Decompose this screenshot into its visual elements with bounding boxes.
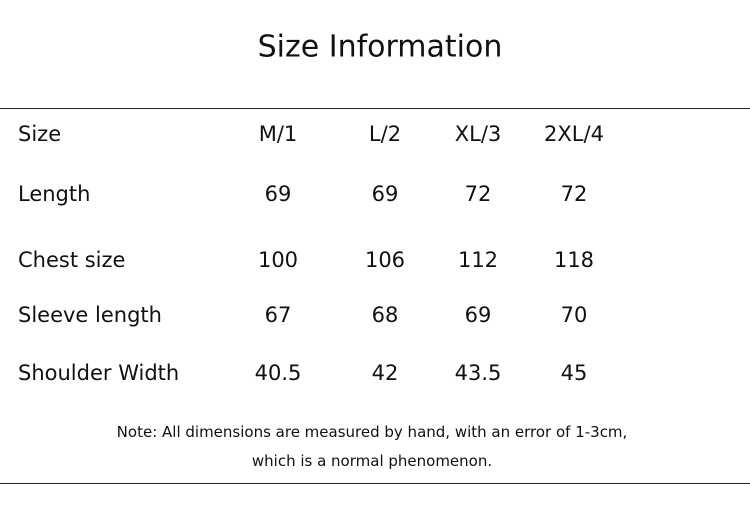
cell-value: 40.5 [254, 361, 302, 385]
cell-value: 69 [371, 182, 399, 206]
cell-value: 70 [560, 303, 588, 327]
cell-value: 118 [553, 248, 595, 272]
row-label: Length [18, 182, 91, 206]
cell-value: 106 [364, 248, 406, 272]
cell-value: 43.5 [454, 361, 502, 385]
column-header: Size [18, 122, 62, 146]
column-header: XL/3 [454, 122, 502, 146]
top-rule [0, 108, 750, 109]
cell-value: 112 [457, 248, 499, 272]
cell-value: 42 [371, 361, 399, 385]
cell-value: 69 [264, 182, 292, 206]
cell-value: 72 [464, 182, 492, 206]
cell-value: 68 [371, 303, 399, 327]
note-line: which is a normal phenomenon. [251, 452, 493, 470]
note-line: Note: All dimensions are measured by han… [116, 423, 628, 441]
column-header: M/1 [258, 122, 298, 146]
cell-value: 100 [257, 248, 299, 272]
title: Size Information [257, 29, 503, 65]
row-label: Shoulder Width [18, 361, 180, 385]
cell-value: 45 [560, 361, 588, 385]
cell-value: 72 [560, 182, 588, 206]
cell-value: 69 [464, 303, 492, 327]
row-label: Sleeve length [18, 303, 162, 327]
bottom-rule [0, 483, 750, 484]
column-header: L/2 [368, 122, 402, 146]
row-label: Chest size [18, 248, 126, 272]
column-header: 2XL/4 [544, 122, 604, 146]
cell-value: 67 [264, 303, 292, 327]
